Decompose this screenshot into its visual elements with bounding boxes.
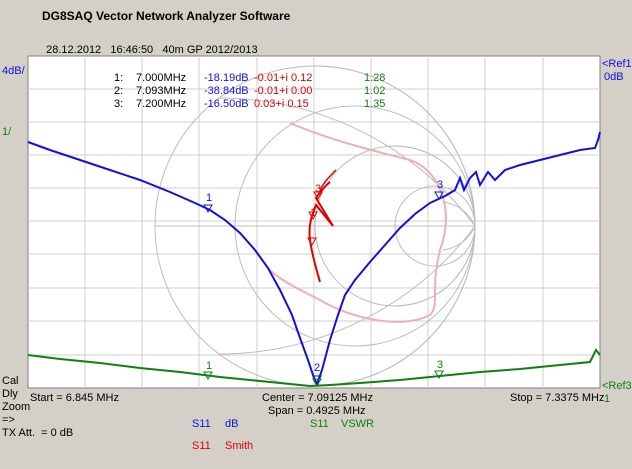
marker-id: 3: [114, 98, 124, 110]
measurement-date: 28.12.2012 [46, 44, 102, 56]
measurement-description: 40m GP 2012/2013 [162, 44, 258, 56]
marker-freq: 7.200MHz [136, 98, 187, 110]
marker-smith: 0.03+i 0.15 [254, 98, 309, 110]
marker-db: -38.84dB [204, 85, 249, 97]
s11-vswr-trace [27, 348, 601, 388]
stop-frequency: Stop = 7.3375 MHz [510, 392, 605, 404]
smith-trace-reference [269, 122, 447, 323]
ref3-value: 1 [604, 393, 611, 405]
marker-vswr: 1.28 [364, 72, 386, 84]
marker-id: 2: [114, 85, 124, 97]
marker-1-label-db: 1 [206, 192, 212, 204]
marker-2-label-db: 2 [314, 362, 320, 374]
ref1-marker[interactable]: <Ref1 [602, 58, 632, 70]
marker-1-vswr[interactable] [203, 371, 213, 381]
marker-3-vswr[interactable] [434, 370, 444, 380]
zoom-button[interactable]: Zoom [2, 401, 31, 413]
ref3-marker[interactable]: <Ref3 [602, 380, 632, 392]
marker-smith: -0.01+i 0.12 [254, 72, 313, 84]
cal-button[interactable]: Cal [2, 375, 19, 387]
marker-3-label-smith: 3 [315, 183, 321, 195]
measurement-time: 16:46:50 [110, 44, 154, 56]
marker-2-smith[interactable] [307, 237, 317, 247]
marker-id: 1: [114, 72, 124, 84]
marker-freq: 7.093MHz [136, 85, 187, 97]
left-scale-vswr: 1/ [2, 126, 12, 138]
tx-attenuation[interactable]: TX Att. = 0 dB [2, 427, 74, 439]
marker-db: -16.50dB [204, 98, 249, 110]
marker-3-label-vswr: 3 [437, 359, 443, 371]
horizontal-grid [28, 88, 600, 356]
marker-vswr: 1.02 [364, 85, 386, 97]
marker-3-label-db: 3 [437, 179, 443, 191]
app-title: DG8SAQ Vector Network Analyzer Software [42, 9, 291, 23]
legend-s11-db-type[interactable]: dB [225, 418, 239, 430]
marker-3-dB[interactable] [434, 191, 444, 201]
legend-s11-vswr-param[interactable]: S11 [310, 418, 329, 430]
vertical-grid [84, 56, 544, 388]
marker-2-vswr[interactable] [312, 378, 322, 388]
smith-chart-grid [154, 65, 476, 387]
marker-smith: -0.01+i 0.00 [254, 85, 313, 97]
start-frequency: Start = 6.845 MHz [30, 392, 119, 404]
marker-1-label-vswr: 1 [206, 360, 212, 372]
legend-s11-db-param[interactable]: S11 [192, 418, 211, 430]
legend-s11-vswr-type[interactable]: VSWR [341, 418, 374, 430]
s11-db-trace [27, 131, 601, 387]
center-frequency: Center = 7.09125 MHz [262, 392, 373, 404]
legend-s11-smith-param[interactable]: S11 [192, 440, 211, 452]
left-scale-db: 4dB/ [2, 65, 25, 77]
marker-1-dB[interactable] [203, 204, 213, 214]
dly-button[interactable]: Dly [2, 388, 18, 400]
marker-freq: 7.000MHz [136, 72, 187, 84]
ref1-value: 0dB [604, 71, 624, 83]
marker-3-smith[interactable] [313, 191, 323, 201]
marker-db: -18.19dB [204, 72, 249, 84]
marker-1-label-smith: 1 [310, 207, 316, 219]
span-frequency: Span = 0.4925 MHz [268, 405, 366, 417]
measurement-info: 28.12.2012 16:46:50 40m GP 2012/2013 [40, 31, 258, 57]
marker-1-smith[interactable] [308, 211, 318, 221]
marker-vswr: 1.35 [364, 98, 386, 110]
legend-s11-smith-type[interactable]: Smith [225, 440, 254, 452]
smith-trace-start [319, 169, 337, 191]
arrow-indicator: => [2, 414, 15, 426]
